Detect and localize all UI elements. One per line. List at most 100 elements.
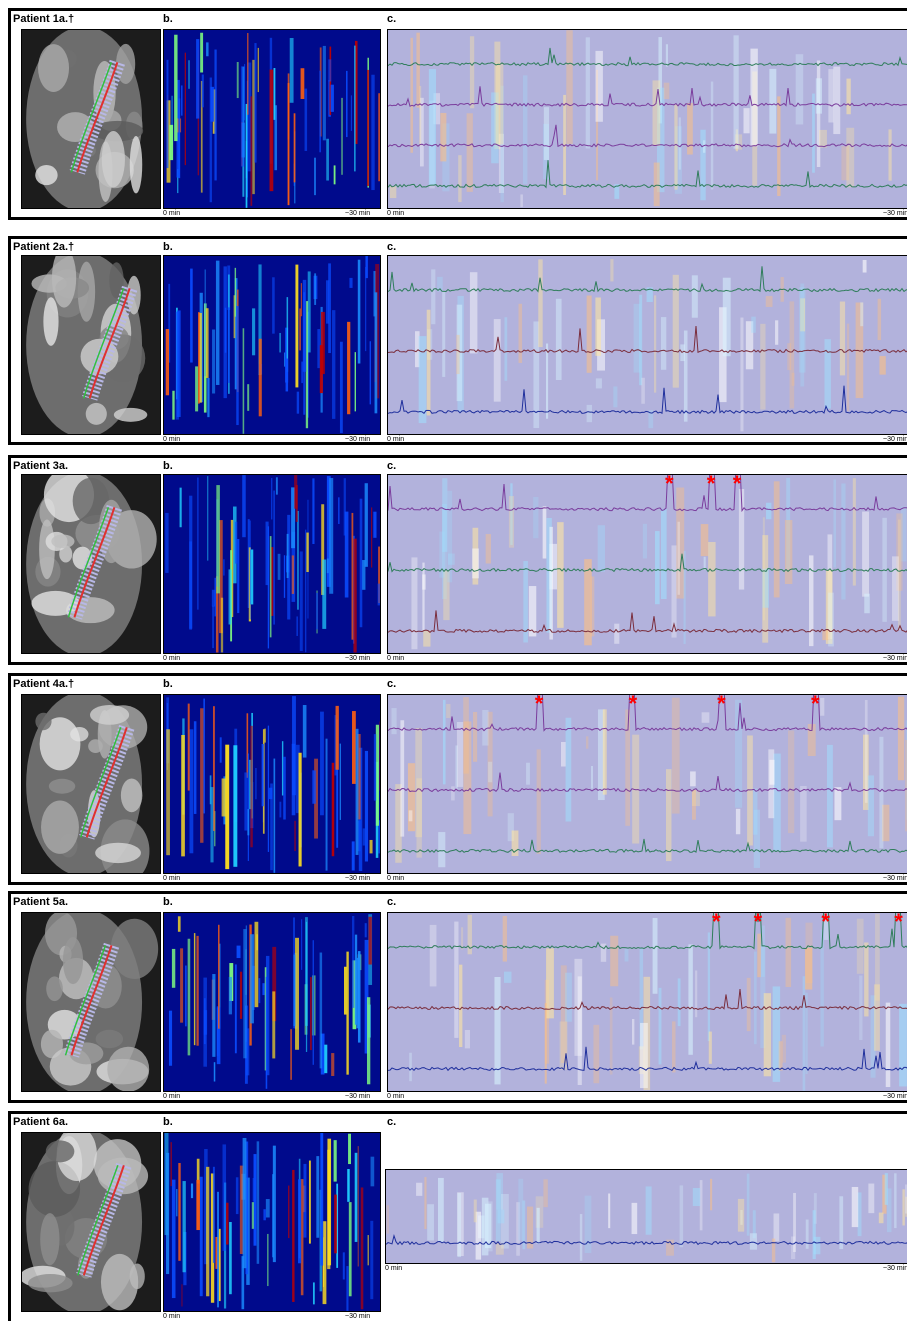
panel-c-label: c. <box>387 1116 397 1128</box>
patient-title: Patient 2a.† <box>13 241 75 253</box>
mri-scan <box>22 913 160 1091</box>
heatmap-canvas <box>164 475 380 653</box>
peak-marker: * <box>811 694 820 716</box>
patient-title: Patient 3a. <box>13 460 69 472</box>
trace-axis-end: ~30 min <box>883 1265 907 1272</box>
trace-line <box>388 86 907 108</box>
trace-line <box>388 989 907 1011</box>
heatmap-axis-start: 0 min <box>163 436 181 443</box>
trace-axis-end: ~30 min <box>883 1093 907 1100</box>
mri-scan <box>22 30 160 208</box>
patient-title: Patient 6a. <box>13 1116 69 1128</box>
panel-b-label: b. <box>163 241 173 253</box>
patient-title: Patient 1a.† <box>13 13 75 25</box>
heatmap-axis-end: ~30 min <box>345 1313 371 1320</box>
heatmap-canvas <box>164 913 380 1091</box>
trace-line <box>388 47 907 67</box>
trace-axis-start: 0 min <box>385 1265 403 1272</box>
peak-marker: * <box>707 474 716 496</box>
trace-axis-start: 0 min <box>387 655 405 662</box>
trace-canvas: * * * * <box>388 913 907 1091</box>
patient-panel-1: Patient 1a.† b. c. 0 min ~30 min 0 min ~… <box>8 8 907 220</box>
trace-canvas <box>388 256 907 434</box>
trace-line <box>388 266 907 293</box>
motility-heatmap <box>163 255 381 435</box>
motility-trace-plot <box>387 255 907 435</box>
motility-trace-plot <box>385 1169 907 1264</box>
peak-marker: * <box>894 912 903 934</box>
mri-scan <box>22 695 160 873</box>
trace-canvas: * * * * <box>388 695 907 873</box>
trace-line <box>388 160 907 189</box>
panel-c-label: c. <box>387 241 397 253</box>
mri-image <box>21 1132 161 1312</box>
motility-trace-plot: * * * * <box>387 912 907 1092</box>
trace-line <box>388 385 907 415</box>
peak-marker: * <box>717 694 726 716</box>
motility-heatmap <box>163 912 381 1092</box>
mri-scan <box>22 256 160 434</box>
patient-panel-5: Patient 5a. b. c. * * * * 0 min ~30 min 0 m… <box>8 891 907 1103</box>
panel-c-label: c. <box>387 896 397 908</box>
heatmap-axis-end: ~30 min <box>345 210 371 217</box>
peak-marker: * <box>535 694 544 716</box>
trace-canvas <box>388 30 907 208</box>
peak-marker: * <box>754 912 763 934</box>
trace-line <box>388 553 907 573</box>
patient-panel-4: Patient 4a.† b. c. * * * * 0 min ~30 min 0 … <box>8 673 907 885</box>
panel-b-label: b. <box>163 460 173 472</box>
patient-panel-2: Patient 2a.† b. c. 0 min ~30 min 0 min ~… <box>8 236 907 445</box>
trace-axis-start: 0 min <box>387 210 405 217</box>
motility-heatmap <box>163 474 381 654</box>
motility-heatmap <box>163 29 381 209</box>
trace-axis-start: 0 min <box>387 1093 405 1100</box>
mri-scan <box>22 475 160 653</box>
panel-b-label: b. <box>163 1116 173 1128</box>
trace-line <box>388 913 907 950</box>
mri-image <box>21 694 161 874</box>
peak-marker: * <box>629 694 638 716</box>
trace-line <box>388 475 907 513</box>
motility-trace-plot: * * * <box>387 474 907 654</box>
mri-image <box>21 912 161 1092</box>
peak-marker: * <box>821 912 830 934</box>
heatmap-axis-end: ~30 min <box>345 875 371 882</box>
mri-image <box>21 474 161 654</box>
trace-canvas: * * * <box>388 475 907 653</box>
trace-axis-end: ~30 min <box>883 436 907 443</box>
patient-panel-6: Patient 6a. b. c. 0 min ~30 min 0 min ~3… <box>8 1111 907 1321</box>
trace-line <box>388 695 907 732</box>
heatmap-axis-end: ~30 min <box>345 655 371 662</box>
trace-line <box>388 610 907 634</box>
mri-scan <box>22 1133 160 1311</box>
trace-axis-end: ~30 min <box>883 655 907 662</box>
panel-c-label: c. <box>387 13 397 25</box>
heatmap-axis-end: ~30 min <box>345 1093 371 1100</box>
trace-line <box>388 1046 907 1072</box>
trace-axis-end: ~30 min <box>883 875 907 882</box>
trace-line <box>388 325 907 354</box>
mri-image <box>21 29 161 209</box>
heatmap-axis-start: 0 min <box>163 875 181 882</box>
heatmap-axis-start: 0 min <box>163 655 181 662</box>
heatmap-canvas <box>164 695 380 873</box>
trace-line <box>388 772 907 793</box>
motility-trace-plot <box>387 29 907 209</box>
panel-c-label: c. <box>387 460 397 472</box>
trace-axis-start: 0 min <box>387 436 405 443</box>
patient-title: Patient 4a.† <box>13 678 75 690</box>
trace-canvas <box>386 1170 907 1263</box>
trace-axis-end: ~30 min <box>883 210 907 217</box>
trace-axis-start: 0 min <box>387 875 405 882</box>
panel-c-label: c. <box>387 678 397 690</box>
trace-line <box>388 124 907 148</box>
patient-title: Patient 5a. <box>13 896 69 908</box>
peak-marker: * <box>733 474 742 496</box>
heatmap-axis-start: 0 min <box>163 1313 181 1320</box>
heatmap-axis-start: 0 min <box>163 210 181 217</box>
peak-marker: * <box>712 912 721 934</box>
heatmap-canvas <box>164 256 380 434</box>
heatmap-axis-start: 0 min <box>163 1093 181 1100</box>
motility-heatmap <box>163 694 381 874</box>
motility-trace-plot: * * * * <box>387 694 907 874</box>
